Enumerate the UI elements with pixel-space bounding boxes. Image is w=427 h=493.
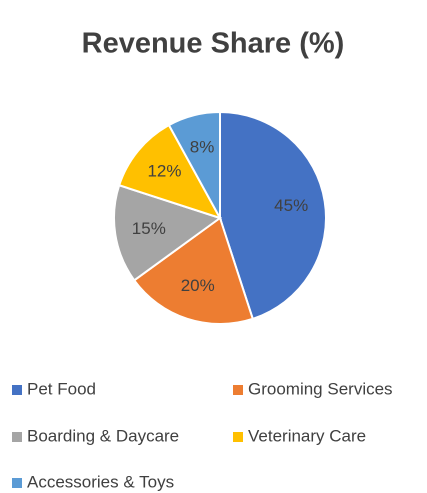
data-label: 15% (132, 219, 166, 238)
legend-label: Boarding & Daycare (27, 426, 179, 445)
pie-slice (117, 123, 223, 220)
legend-label: Pet Food (27, 379, 96, 398)
legend-label: Accessories & Toys (27, 472, 174, 491)
data-label: 12% (147, 162, 181, 181)
data-label: 8% (190, 138, 215, 157)
legend-label: Veterinary Care (248, 426, 366, 445)
pie-slice (167, 110, 221, 219)
data-label: 45% (274, 196, 308, 215)
data-label: 20% (181, 276, 215, 295)
legend-swatch (233, 432, 243, 442)
legend-label: Grooming Services (248, 379, 393, 398)
legend-swatch (233, 385, 243, 395)
pie-slice (219, 110, 327, 321)
pie-slice (113, 183, 223, 282)
chart-title: Revenue Share (%) (82, 28, 345, 60)
legend-swatch (12, 432, 22, 442)
pie-slice (132, 216, 255, 325)
legend-swatch (12, 478, 22, 488)
legend-swatch (12, 385, 22, 395)
